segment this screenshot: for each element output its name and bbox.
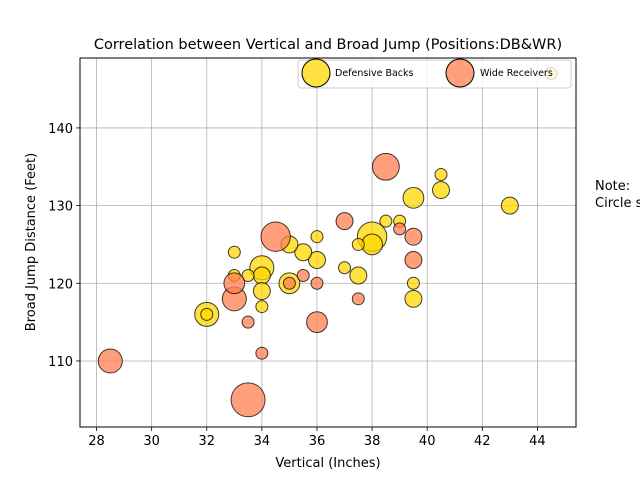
data-point <box>404 227 423 246</box>
data-point <box>97 348 123 374</box>
x-tick-label: 40 <box>419 434 436 449</box>
x-tick-label: 30 <box>143 434 160 449</box>
y-tick-label: 120 <box>48 277 73 292</box>
data-point <box>255 346 269 360</box>
series-wide-receivers <box>97 152 423 418</box>
note-annotation: Note: Circle s <box>595 179 640 211</box>
x-tick-label: 44 <box>529 434 546 449</box>
note-text: Note: Circle s <box>595 179 640 211</box>
ticks: 28 30 32 34 36 38 40 42 44 110 120 130 140 <box>48 122 546 449</box>
data-point <box>252 282 271 301</box>
x-tick-label: 36 <box>309 434 326 449</box>
data-point <box>255 300 269 314</box>
data-point <box>500 196 519 215</box>
x-tick-label: 42 <box>474 434 491 449</box>
legend-marker <box>445 58 475 88</box>
data-point <box>434 168 448 182</box>
data-point <box>371 152 400 181</box>
data-point <box>335 212 354 231</box>
data-point <box>252 266 271 285</box>
x-tick-label: 32 <box>198 434 215 449</box>
data-point <box>282 276 296 290</box>
x-tick-label: 28 <box>88 434 105 449</box>
data-point <box>294 243 313 262</box>
x-axis-label: Vertical (Inches) <box>275 456 380 471</box>
data-point <box>227 245 241 259</box>
x-tick-label: 38 <box>364 434 381 449</box>
data-point <box>296 269 310 283</box>
data-point <box>349 266 368 285</box>
x-tick-label: 34 <box>254 434 271 449</box>
data-point <box>338 261 352 275</box>
y-axis-label: Broad Jump Distance (Feet) <box>24 153 39 331</box>
data-point <box>379 214 393 228</box>
legend: Defensive Backs Wide Receivers <box>297 58 572 89</box>
data-point <box>404 289 423 308</box>
data-point <box>223 272 246 295</box>
y-tick-label: 130 <box>48 200 73 215</box>
data-point <box>230 382 266 418</box>
data-point <box>307 250 326 269</box>
legend-frame <box>297 59 572 89</box>
data-point <box>431 181 450 200</box>
note-line: Note: <box>595 179 630 194</box>
data-point <box>310 276 324 290</box>
data-point <box>200 307 214 321</box>
data-point <box>351 292 365 306</box>
data-point <box>351 237 365 251</box>
data-point <box>241 269 255 283</box>
data-point <box>402 186 425 209</box>
data-point <box>361 233 383 256</box>
legend-label: Defensive Backs <box>335 68 414 79</box>
data-point <box>310 230 324 244</box>
data-point <box>404 250 423 269</box>
legend-marker <box>301 58 331 88</box>
plot-frame <box>79 57 577 428</box>
data-point <box>406 276 420 290</box>
data-point <box>393 222 407 236</box>
data-point <box>306 311 328 334</box>
note-line: Circle s <box>595 196 640 211</box>
data-point <box>241 315 255 329</box>
plot-background <box>80 58 576 427</box>
y-tick-label: 140 <box>48 122 73 137</box>
data-points <box>97 67 558 418</box>
data-point <box>260 221 291 252</box>
y-tick-label: 110 <box>48 355 73 370</box>
legend-label: Wide Receivers <box>480 68 553 79</box>
chart-title: Correlation between Vertical and Broad J… <box>94 37 562 53</box>
